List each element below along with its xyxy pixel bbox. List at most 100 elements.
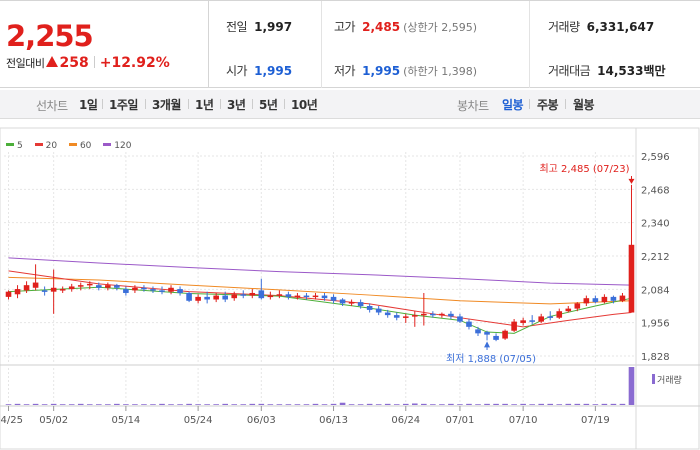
volume-bar xyxy=(475,404,481,405)
period-1y[interactable]: 1년 xyxy=(195,98,214,112)
candle-body xyxy=(366,306,373,310)
volume-bar xyxy=(421,403,427,405)
candle-body xyxy=(96,285,102,288)
divider xyxy=(102,99,103,109)
stats-grid: 전일 1,997 고가 2,485 (상한가 2,595) 거래량 6,331,647 … xyxy=(208,1,700,88)
candle-body xyxy=(348,302,355,304)
divider xyxy=(529,1,530,88)
candle-body xyxy=(23,285,30,291)
volume-bar xyxy=(50,403,57,405)
y-tick-label: 2,596 xyxy=(641,152,670,163)
candle-body xyxy=(321,295,328,299)
y-tick-label: 2,468 xyxy=(641,185,670,196)
x-tick-label: 06/03 xyxy=(247,415,276,426)
volume-bar xyxy=(321,404,328,405)
x-tick-label: 05/02 xyxy=(39,415,68,426)
candle-body xyxy=(484,332,490,335)
period-5y[interactable]: 5년 xyxy=(259,98,278,112)
candle-body xyxy=(520,320,526,323)
candle-daily[interactable]: 일봉 xyxy=(502,98,524,112)
divider xyxy=(188,99,189,109)
volume-bar xyxy=(168,404,174,405)
candle-body xyxy=(303,295,310,298)
period-1d[interactable]: 1일 xyxy=(79,98,98,112)
candle-body xyxy=(402,316,409,318)
candle-body xyxy=(475,329,481,334)
period-10y[interactable]: 10년 xyxy=(291,98,318,112)
candle-body xyxy=(511,321,517,331)
volume-bar xyxy=(231,404,238,405)
volume-bar xyxy=(303,404,310,405)
candle-body xyxy=(448,313,454,317)
chart-toolbar: 선차트 1일 1주일 3개월 1년 3년 5년 10년 봉차트 일봉 주봉 월봉 xyxy=(0,90,700,119)
period-3m[interactable]: 3개월 xyxy=(152,98,181,112)
x-tick-label: 07/01 xyxy=(446,415,475,426)
x-tick-label: 06/13 xyxy=(319,415,348,426)
legend-swatch xyxy=(6,143,14,146)
max-price-note: 최고 2,485 (07/23) xyxy=(539,163,629,175)
ma60-line xyxy=(8,276,632,305)
volume-bar xyxy=(59,404,66,405)
volume-bar xyxy=(538,403,544,405)
divider xyxy=(321,1,322,88)
period-3y[interactable]: 3년 xyxy=(227,98,246,112)
candle-body xyxy=(421,313,427,316)
candle-body xyxy=(77,285,84,287)
down-arrow-icon xyxy=(628,178,635,184)
trade-amount: 거래대금 14,533백만 xyxy=(548,64,666,78)
volume-bar xyxy=(556,404,563,405)
volume-bar xyxy=(258,403,265,405)
volume-bar xyxy=(384,403,391,405)
volume-bar xyxy=(520,403,526,405)
volume-bar xyxy=(619,403,626,405)
candle-body xyxy=(357,302,364,306)
candle-body xyxy=(123,289,129,293)
y-tick-label: 2,212 xyxy=(641,252,670,263)
volume-bar xyxy=(186,403,192,405)
divider xyxy=(284,99,285,109)
candle-body xyxy=(294,295,301,298)
volume-bar xyxy=(267,404,274,405)
volume-bar xyxy=(466,403,472,405)
legend-ma120: 120 xyxy=(103,141,131,151)
candle-body xyxy=(132,287,138,291)
volume-bar xyxy=(141,404,147,405)
candle-body xyxy=(258,290,265,299)
up-triangle-icon xyxy=(46,56,59,67)
volume-bar xyxy=(502,403,508,405)
candle-monthly[interactable]: 월봉 xyxy=(573,98,595,112)
candle-chart-label: 봉차트 xyxy=(457,99,489,113)
change-row: 전일대비 258 +12.92% xyxy=(6,55,170,71)
volume-bar xyxy=(204,404,210,405)
candle-body xyxy=(339,299,346,304)
volume-bar xyxy=(114,403,120,405)
candle-body xyxy=(41,290,48,292)
volume-bar xyxy=(339,402,346,405)
period-1w[interactable]: 1주일 xyxy=(109,98,138,112)
volume-bar xyxy=(330,403,337,405)
candle-body xyxy=(601,296,608,303)
candle-body xyxy=(240,294,247,296)
open-price: 시가 1,995 xyxy=(226,64,293,78)
candle-weekly[interactable]: 주봉 xyxy=(537,98,559,112)
volume-legend-swatch xyxy=(652,374,655,384)
volume-bar xyxy=(357,404,364,405)
prev-close: 전일 1,997 xyxy=(226,20,293,34)
volume-bar xyxy=(96,404,102,405)
change-amount: 258 xyxy=(59,55,89,71)
x-tick-label: 05/24 xyxy=(184,415,213,426)
y-tick-label: 2,340 xyxy=(641,219,670,230)
ma-legend: 5 20 60 120 xyxy=(6,141,140,151)
y-tick-label: 2,084 xyxy=(641,285,670,296)
legend-swatch xyxy=(103,143,112,146)
divider xyxy=(145,99,146,109)
volume-bar xyxy=(628,367,635,405)
change-label: 전일대비 xyxy=(6,57,45,70)
volume-bar xyxy=(393,404,400,405)
volume-bar xyxy=(583,403,590,405)
candle-body xyxy=(547,316,554,318)
candle-body xyxy=(610,296,617,301)
candle-body xyxy=(14,289,21,295)
volume-bar xyxy=(366,403,373,405)
